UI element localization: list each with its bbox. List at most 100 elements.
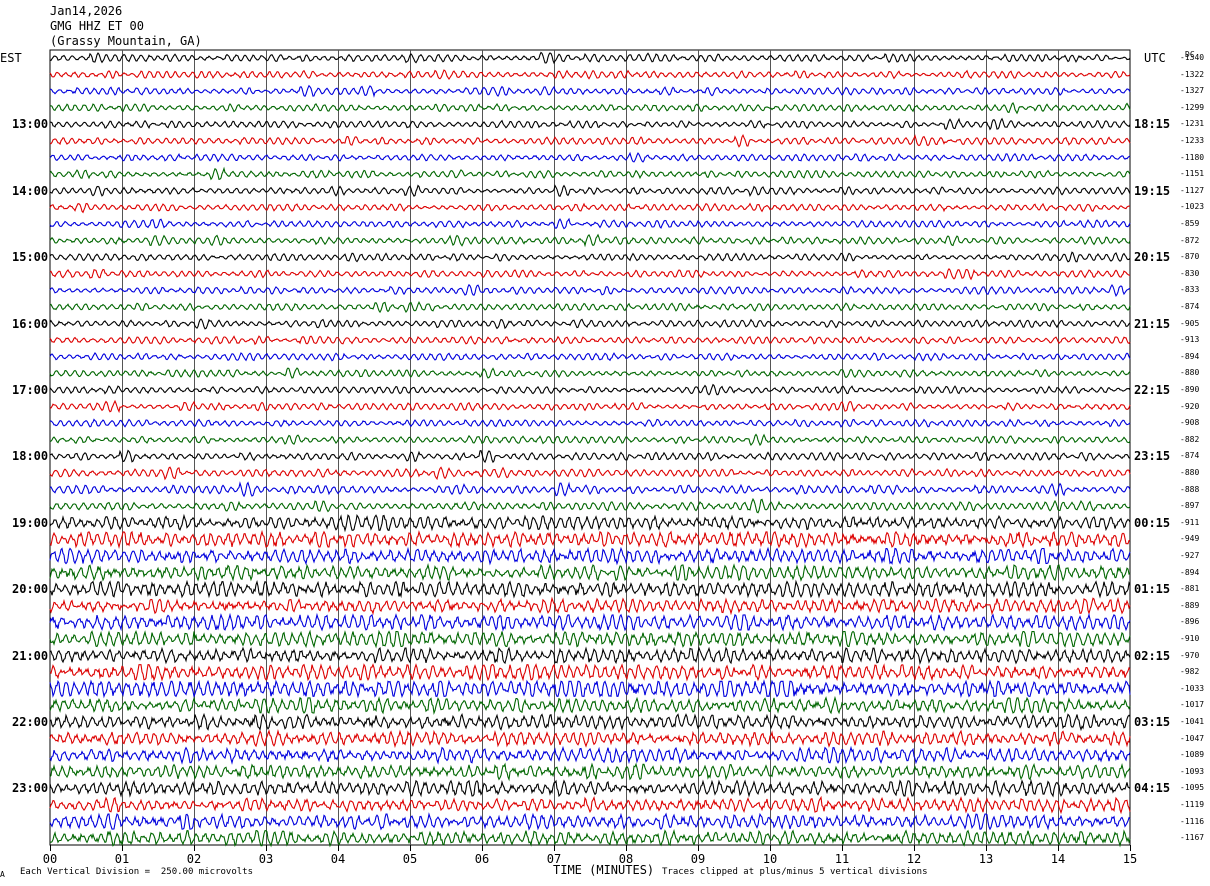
dc-offset-label: -910 xyxy=(1180,634,1200,643)
trace-line xyxy=(49,399,1131,414)
x-tick-label: 13 xyxy=(978,852,994,866)
trace-line xyxy=(49,166,1131,181)
trace-line xyxy=(49,352,1131,362)
utc-time-label: 02:15 xyxy=(1134,648,1171,663)
dc-offset-label: -890 xyxy=(1180,385,1200,394)
trace-line xyxy=(49,383,1131,396)
est-axis-label: EST xyxy=(0,51,22,65)
trace-line xyxy=(49,812,1131,831)
dc-offset-label: -1116 xyxy=(1180,816,1205,826)
trace-line xyxy=(49,762,1131,782)
dc-offset-label: -881 xyxy=(1180,584,1200,594)
dc-offset-label: -1327 xyxy=(1180,86,1205,96)
dc-offset-label: -880 xyxy=(1180,468,1200,477)
trace-line xyxy=(49,579,1131,599)
scale-note: Each Vertical Division = 250.00 microvol… xyxy=(20,867,253,877)
dc-offset-label: -1047 xyxy=(1180,733,1205,743)
trace-line xyxy=(49,433,1131,447)
dc-offset-label: -1340 xyxy=(1180,53,1205,62)
trace-line xyxy=(49,795,1131,815)
utc-time-label: 03:15 xyxy=(1134,715,1171,729)
dc-offset-label: -905 xyxy=(1180,318,1200,328)
trace-line xyxy=(49,335,1131,346)
x-tick-label: 11 xyxy=(834,852,850,866)
utc-time-label: 22:15 xyxy=(1134,383,1171,397)
x-tick-label: 09 xyxy=(690,852,706,866)
dc-offset-label: -859 xyxy=(1180,219,1200,228)
station-code: GMG HHZ ET 00 xyxy=(50,19,144,33)
dc-offset-label: -870 xyxy=(1180,252,1200,262)
trace-line xyxy=(49,202,1131,214)
x-tick-label: 12 xyxy=(906,852,922,866)
dc-offset-label: -880 xyxy=(1180,368,1200,378)
station-location: (Grassy Mountain, GA) xyxy=(50,34,202,48)
x-tick-label: 03 xyxy=(258,852,274,866)
trace-line xyxy=(49,828,1131,848)
dc-offset-label: -888 xyxy=(1180,484,1200,494)
x-tick-label: 15 xyxy=(1122,852,1138,866)
trace-line xyxy=(49,529,1131,550)
dc-offset-label: -949 xyxy=(1180,534,1200,544)
x-tick-label: 06 xyxy=(474,852,490,866)
dc-offset-label: -920 xyxy=(1180,401,1200,411)
trace-line xyxy=(49,596,1131,616)
plot-frame xyxy=(49,49,1131,846)
trace-line xyxy=(49,268,1131,281)
trace-line xyxy=(49,646,1131,666)
clip-note: Traces clipped at plus/minus 5 vertical … xyxy=(662,867,928,877)
trace-line xyxy=(49,778,1131,798)
trace-line xyxy=(49,184,1131,198)
trace-line xyxy=(49,69,1131,80)
trace-line xyxy=(49,729,1131,749)
trace-line xyxy=(49,466,1131,481)
dc-offset-label: -897 xyxy=(1180,501,1200,511)
dc-offset-label: -896 xyxy=(1180,617,1200,627)
trace-line xyxy=(49,663,1131,682)
dc-offset-label: -1041 xyxy=(1180,717,1205,726)
utc-time-label: 04:15 xyxy=(1134,781,1171,796)
dc-offset-label: -1180 xyxy=(1180,152,1205,162)
trace-line xyxy=(49,546,1131,566)
dc-offset-label: -913 xyxy=(1180,335,1200,345)
trace-line xyxy=(49,251,1131,263)
dc-offset-label: -874 xyxy=(1180,451,1200,461)
dc-offset-label: -1017 xyxy=(1180,700,1205,710)
trace-line xyxy=(49,497,1131,514)
trace-line xyxy=(49,563,1131,582)
dc-offset-label: -874 xyxy=(1180,302,1200,311)
est-time-label: 20:00 xyxy=(12,582,49,597)
x-tick-label: 05 xyxy=(402,852,418,866)
x-tick-label: 08 xyxy=(618,852,634,866)
utc-time-label: 21:15 xyxy=(1134,316,1171,331)
trace-line xyxy=(49,283,1131,297)
dc-offset-label: -833 xyxy=(1180,285,1200,295)
dc-offset-label: -927 xyxy=(1180,551,1200,560)
dc-offset-label: -1033 xyxy=(1180,683,1205,693)
trace-line xyxy=(49,745,1131,765)
dc-offset-label: -911 xyxy=(1180,517,1200,527)
x-tick-label: 00 xyxy=(42,852,58,866)
dc-offset-label: -1119 xyxy=(1180,800,1205,809)
dc-offset-label: -1023 xyxy=(1180,202,1205,212)
trace-line xyxy=(49,679,1131,699)
est-time-label: 19:00 xyxy=(12,515,49,530)
trace-line xyxy=(49,233,1131,248)
est-time-label: 13:00 xyxy=(12,117,49,132)
trace-line xyxy=(49,695,1131,715)
dc-offset-label: -889 xyxy=(1180,600,1200,610)
utc-time-label: 01:15 xyxy=(1134,582,1171,597)
trace-line xyxy=(49,418,1131,428)
dc-offset-label: -982 xyxy=(1180,667,1200,677)
dc-offset-label: -970 xyxy=(1180,650,1200,660)
est-time-label: 16:00 xyxy=(12,316,49,331)
dc-offset-label: -1233 xyxy=(1180,136,1205,145)
trace-line xyxy=(49,629,1131,649)
utc-time-label: 18:15 xyxy=(1134,117,1171,132)
dc-offset-label: -1299 xyxy=(1180,102,1205,112)
utc-axis-label: UTC xyxy=(1144,51,1166,65)
dc-offset-label: -1089 xyxy=(1180,750,1205,760)
dc-offset-label: -1322 xyxy=(1180,69,1205,79)
trace-line xyxy=(49,51,1131,65)
plot-date: Jan14,2026 xyxy=(50,4,123,18)
